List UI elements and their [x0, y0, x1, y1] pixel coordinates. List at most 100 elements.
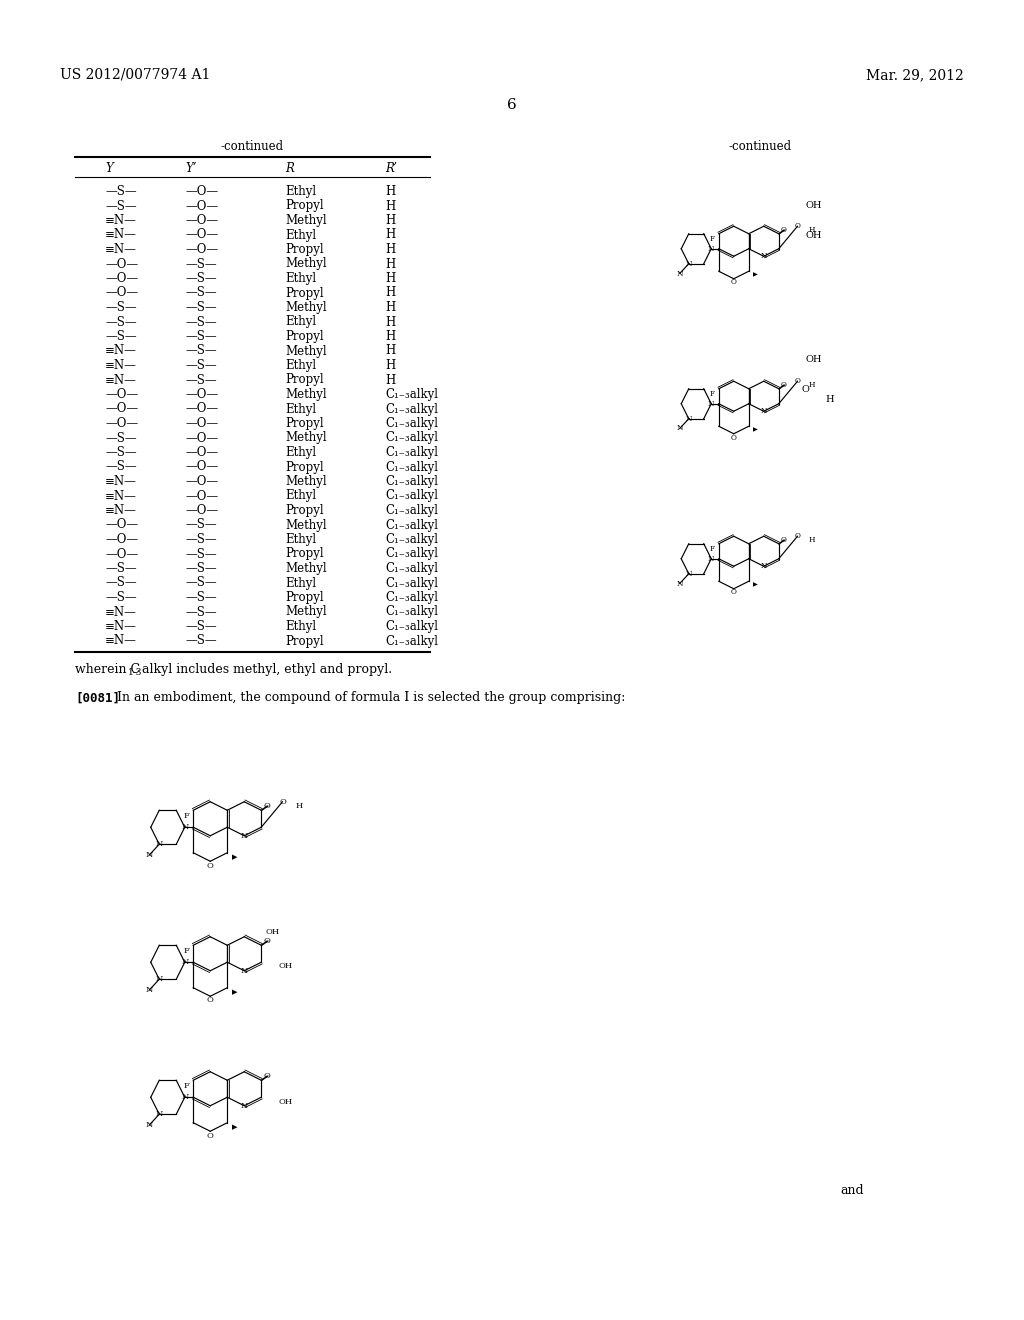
Text: Propyl: Propyl: [285, 461, 324, 474]
Text: ▶: ▶: [753, 582, 758, 587]
Text: -continued: -continued: [728, 140, 792, 153]
Text: ≡N—: ≡N—: [105, 475, 137, 488]
Text: N: N: [241, 832, 248, 840]
Text: C₁₋₃alkyl: C₁₋₃alkyl: [385, 490, 438, 503]
Text: —O—: —O—: [185, 504, 218, 517]
Text: C₁₋₃alkyl: C₁₋₃alkyl: [385, 533, 438, 546]
Text: N: N: [685, 260, 692, 268]
Text: Ethyl: Ethyl: [285, 620, 316, 634]
Text: C₁₋₃alkyl: C₁₋₃alkyl: [385, 620, 438, 634]
Text: N: N: [145, 986, 153, 994]
Text: Propyl: Propyl: [285, 286, 324, 300]
Text: F: F: [710, 545, 715, 553]
Text: C₁₋₃alkyl: C₁₋₃alkyl: [385, 432, 438, 445]
Text: ▶: ▶: [231, 1125, 237, 1130]
Text: O: O: [781, 536, 786, 544]
Text: —S—: —S—: [185, 272, 217, 285]
Text: [0081]: [0081]: [75, 692, 120, 705]
Text: C₁₋₃alkyl: C₁₋₃alkyl: [385, 475, 438, 488]
Text: 6: 6: [507, 98, 517, 112]
Text: OH: OH: [805, 355, 821, 364]
Text: ▶: ▶: [753, 272, 758, 277]
Text: H: H: [385, 214, 395, 227]
Text: N: N: [761, 562, 767, 570]
Text: H: H: [385, 345, 395, 358]
Text: H: H: [825, 396, 834, 404]
Text: Ethyl: Ethyl: [285, 185, 316, 198]
Text: —S—: —S—: [185, 359, 217, 372]
Text: 1-3: 1-3: [128, 668, 142, 677]
Text: Ethyl: Ethyl: [285, 533, 316, 546]
Text: —S—: —S—: [185, 519, 217, 532]
Text: H: H: [385, 301, 395, 314]
Text: OH: OH: [805, 201, 821, 210]
Text: —S—: —S—: [185, 345, 217, 358]
Text: O: O: [207, 862, 214, 870]
Text: Propyl: Propyl: [285, 374, 324, 387]
Text: —O—: —O—: [185, 388, 218, 401]
Text: H: H: [385, 286, 395, 300]
Text: ≡N—: ≡N—: [105, 228, 137, 242]
Text: H: H: [809, 381, 815, 389]
Text: N: N: [685, 414, 692, 422]
Text: H: H: [385, 257, 395, 271]
Text: Methyl: Methyl: [285, 519, 327, 532]
Text: H: H: [295, 803, 302, 810]
Text: —S—: —S—: [105, 185, 136, 198]
Text: Propyl: Propyl: [285, 635, 324, 648]
Text: C₁₋₃alkyl: C₁₋₃alkyl: [385, 548, 438, 561]
Text: ≡N—: ≡N—: [105, 214, 137, 227]
Text: Propyl: Propyl: [285, 591, 324, 605]
Text: N: N: [708, 400, 715, 408]
Text: Ethyl: Ethyl: [285, 446, 316, 459]
Text: —S—: —S—: [185, 257, 217, 271]
Text: —O—: —O—: [185, 228, 218, 242]
Text: H: H: [809, 536, 815, 544]
Text: ≡N—: ≡N—: [105, 243, 137, 256]
Text: O: O: [731, 279, 736, 286]
Text: Methyl: Methyl: [285, 257, 327, 271]
Text: wherein C: wherein C: [75, 663, 140, 676]
Text: N: N: [156, 975, 163, 983]
Text: O: O: [280, 797, 286, 805]
Text: —S—: —S—: [105, 461, 136, 474]
Text: R’: R’: [385, 162, 397, 176]
Text: Mar. 29, 2012: Mar. 29, 2012: [866, 69, 964, 82]
Text: —O—: —O—: [105, 286, 138, 300]
Text: N: N: [156, 841, 163, 849]
Text: and: and: [840, 1184, 863, 1196]
Text: H: H: [385, 374, 395, 387]
Text: In an embodiment, the compound of formula I is selected the group comprising:: In an embodiment, the compound of formul…: [117, 692, 626, 705]
Text: ≡N—: ≡N—: [105, 345, 137, 358]
Text: N: N: [241, 1102, 248, 1110]
Text: C₁₋₃alkyl: C₁₋₃alkyl: [385, 591, 438, 605]
Text: —S—: —S—: [185, 330, 217, 343]
Text: —O—: —O—: [105, 417, 138, 430]
Text: Propyl: Propyl: [285, 330, 324, 343]
Text: N: N: [156, 1110, 163, 1118]
Text: N: N: [761, 408, 767, 416]
Text: Propyl: Propyl: [285, 504, 324, 517]
Text: F: F: [710, 389, 715, 399]
Text: —O—: —O—: [105, 519, 138, 532]
Text: —O—: —O—: [105, 403, 138, 416]
Text: ≡N—: ≡N—: [105, 359, 137, 372]
Text: —O—: —O—: [185, 475, 218, 488]
Text: —O—: —O—: [105, 533, 138, 546]
Text: ≡N—: ≡N—: [105, 504, 137, 517]
Text: Methyl: Methyl: [285, 562, 327, 576]
Text: C₁₋₃alkyl: C₁₋₃alkyl: [385, 417, 438, 430]
Text: R: R: [285, 162, 294, 176]
Text: F: F: [183, 812, 189, 820]
Text: O: O: [207, 1131, 214, 1139]
Text: Methyl: Methyl: [285, 301, 327, 314]
Text: O: O: [781, 226, 786, 234]
Text: O: O: [801, 385, 809, 395]
Text: —S—: —S—: [105, 591, 136, 605]
Text: —S—: —S—: [185, 315, 217, 329]
Text: —O—: —O—: [105, 272, 138, 285]
Text: O: O: [264, 1072, 270, 1080]
Text: OH: OH: [265, 928, 280, 936]
Text: -continued: -continued: [221, 140, 284, 153]
Text: —S—: —S—: [105, 432, 136, 445]
